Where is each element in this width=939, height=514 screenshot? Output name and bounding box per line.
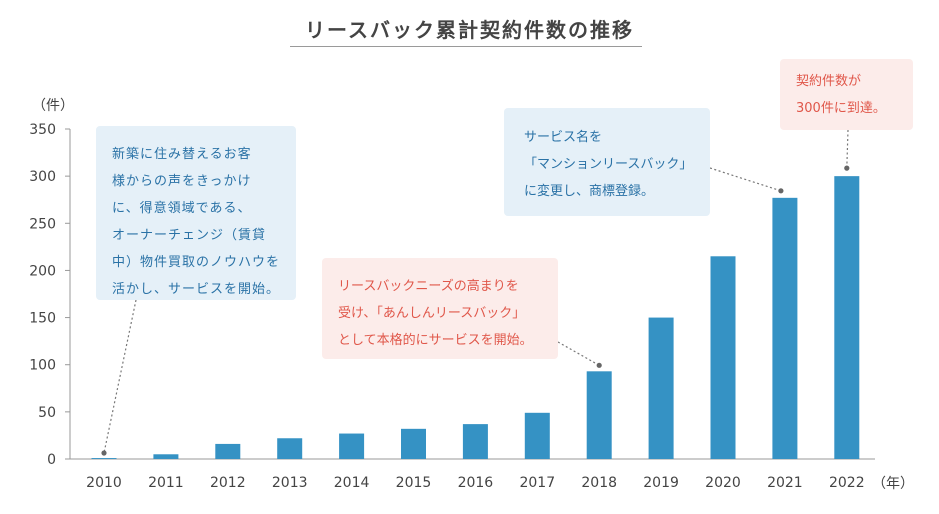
annotation-line: に変更し、商標登録。 (524, 184, 655, 199)
x-tick-label: 2020 (705, 475, 741, 491)
x-tick-label: 2018 (581, 475, 617, 491)
bar-2016 (462, 424, 488, 459)
leader-line-2018 (557, 341, 600, 366)
y-tick-label: 50 (38, 405, 56, 421)
bar-2011 (153, 454, 179, 459)
annotation-rename-trademark: サービス名を 「マンションリースバック」 に変更し、商標登録。 (504, 108, 710, 216)
x-tick-label: 2017 (519, 475, 555, 491)
x-tick-label: 2012 (210, 475, 246, 491)
leader-line-2022-dot (844, 165, 850, 171)
x-tick-label: 2021 (767, 475, 803, 491)
bar-2015 (401, 428, 426, 459)
y-tick-label: 300 (29, 169, 56, 185)
bar-2021 (772, 197, 798, 460)
x-tick-label: 2016 (458, 475, 494, 491)
leader-line-2010 (103, 299, 137, 454)
y-tick-label: 100 (29, 358, 56, 374)
annotation-line: 契約件数が (796, 74, 862, 89)
bar-2012 (215, 443, 241, 459)
annotation-service-start: 新築に住み替えるお客 様からの声をきっかけ に、得意領域である、 オーナーチェン… (96, 126, 296, 300)
annotation-line: として本格的にサービスを開始。 (338, 333, 533, 348)
bar-2018 (586, 371, 612, 459)
y-tick-label: 250 (29, 216, 56, 232)
chart-title: リースバック累計契約件数の推移 (305, 18, 634, 42)
bar-2014 (339, 433, 365, 459)
x-tick-label: 2022 (829, 475, 865, 491)
y-tick-label: 150 (29, 311, 56, 327)
leader-line-2018-dot (596, 362, 602, 368)
annotation-line: 「マンションリースバック」 (524, 157, 693, 172)
y-tick-label: 0 (47, 452, 56, 468)
bar-2022 (834, 176, 860, 459)
annotation-line: に、得意領域である、 (112, 201, 252, 216)
x-tick-label: 2010 (86, 475, 122, 491)
bar-2020 (710, 256, 736, 459)
x-axis-unit: （年） (872, 476, 914, 492)
annotation-line: 様からの声をきっかけ (112, 174, 252, 189)
bar-2017 (524, 412, 550, 459)
bar-2013 (277, 438, 303, 459)
x-tick-label: 2014 (334, 475, 370, 491)
x-tick-label: 2013 (272, 475, 308, 491)
annotation-300-reached: 契約件数が 300件に到達。 (780, 59, 913, 130)
annotation-line: 受け、「あんしんリースバック」 (338, 306, 526, 321)
annotation-line: サービス名を (524, 130, 603, 145)
title-underline (290, 46, 642, 47)
x-tick-label: 2011 (148, 475, 184, 491)
leader-line-2021 (709, 167, 782, 192)
annotation-line: 中）物件買取のノウハウを (112, 255, 281, 270)
annotation-line: 300件に到達。 (796, 101, 886, 116)
annotation-full-launch: リースバックニーズの高まりを 受け、「あんしんリースバック」 として本格的にサー… (322, 258, 558, 359)
leader-line-2010-dot (101, 450, 107, 456)
leader-line-2022 (846, 129, 849, 169)
annotation-line: 活かし、サービスを開始。 (112, 282, 281, 297)
x-tick-label: 2015 (396, 475, 432, 491)
y-tick-label: 350 (29, 122, 56, 138)
y-tick-label: 200 (29, 263, 56, 279)
x-tick-label: 2019 (643, 475, 679, 491)
y-axis-unit: （件） (32, 98, 74, 114)
leader-line-2021-dot (778, 188, 784, 194)
annotation-line: リースバックニーズの高まりを (338, 279, 519, 294)
bar-2010 (91, 458, 117, 459)
annotation-line: オーナーチェンジ（賃貸 (112, 228, 267, 243)
annotation-line: 新築に住み替えるお客 (112, 147, 252, 162)
bar-2019 (648, 317, 674, 459)
